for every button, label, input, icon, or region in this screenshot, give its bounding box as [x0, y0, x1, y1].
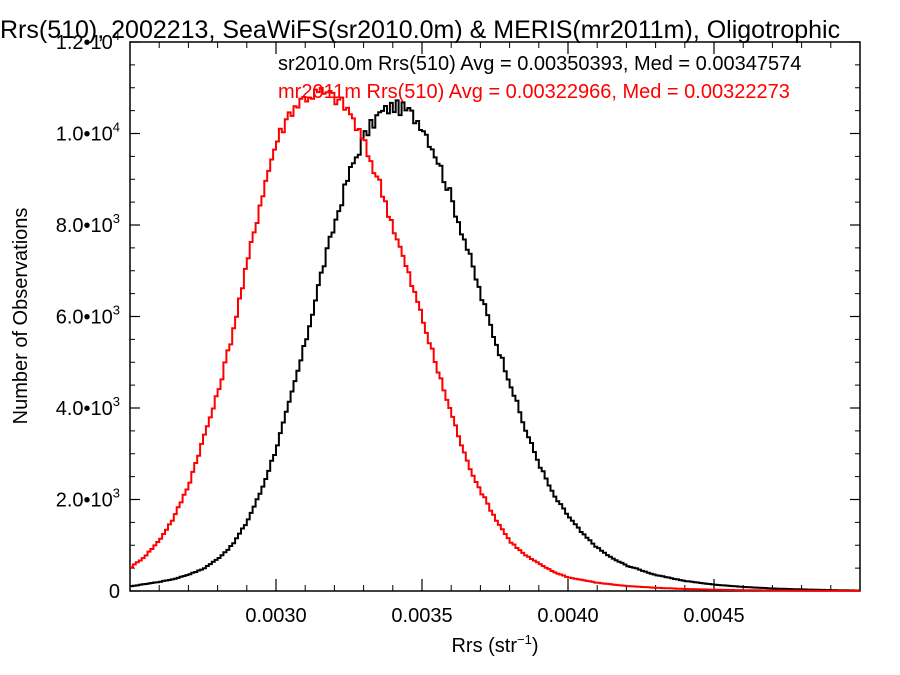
series-layer: [130, 87, 860, 592]
chart-title: Rrs(510), 2002213, SeaWiFS(sr2010.0m) & …: [0, 16, 840, 44]
plot-frame: [129, 41, 861, 592]
x-tick-label: 0.0035: [391, 605, 452, 627]
x-axis-title-base: Rrs (str: [451, 635, 517, 657]
x-tick-label: 0.0030: [245, 605, 306, 627]
x-axis-ticks: 0.0030 0.0035 0.0040 0.0045: [129, 42, 861, 627]
x-tick-label: 0.0040: [537, 605, 598, 627]
y-tick-label: 1.2•104: [56, 28, 120, 54]
series-line-1: [130, 87, 860, 592]
y-tick-label: 0: [109, 581, 120, 603]
legend-entry: mr2011m Rrs(510) Avg = 0.00322966, Med =…: [278, 81, 790, 103]
x-tick-label: 0.0045: [683, 605, 744, 627]
y-tick-label: 2.0•103: [56, 486, 120, 512]
y-tick-label: 1.0•104: [56, 120, 120, 146]
legend: sr2010.0m Rrs(510) Avg = 0.00350393, Med…: [278, 53, 801, 103]
y-tick-label: 4.0•103: [56, 394, 120, 420]
x-axis-title-close: ): [532, 635, 539, 657]
y-axis-ticks: 0 2.0•103 4.0•103 6.0•103 8.0•103 1.0•104 1.2•…: [56, 28, 860, 603]
y-tick-label: 6.0•103: [56, 303, 120, 329]
series-line-0: [130, 99, 860, 592]
y-tick-label: 8.0•103: [56, 211, 120, 237]
x-axis-title-superscript: −1: [517, 632, 532, 647]
legend-entry: sr2010.0m Rrs(510) Avg = 0.00350393, Med…: [278, 53, 801, 75]
x-axis-title: Rrs (str−1): [451, 632, 538, 657]
y-axis-title: Number of Observations: [10, 208, 32, 425]
